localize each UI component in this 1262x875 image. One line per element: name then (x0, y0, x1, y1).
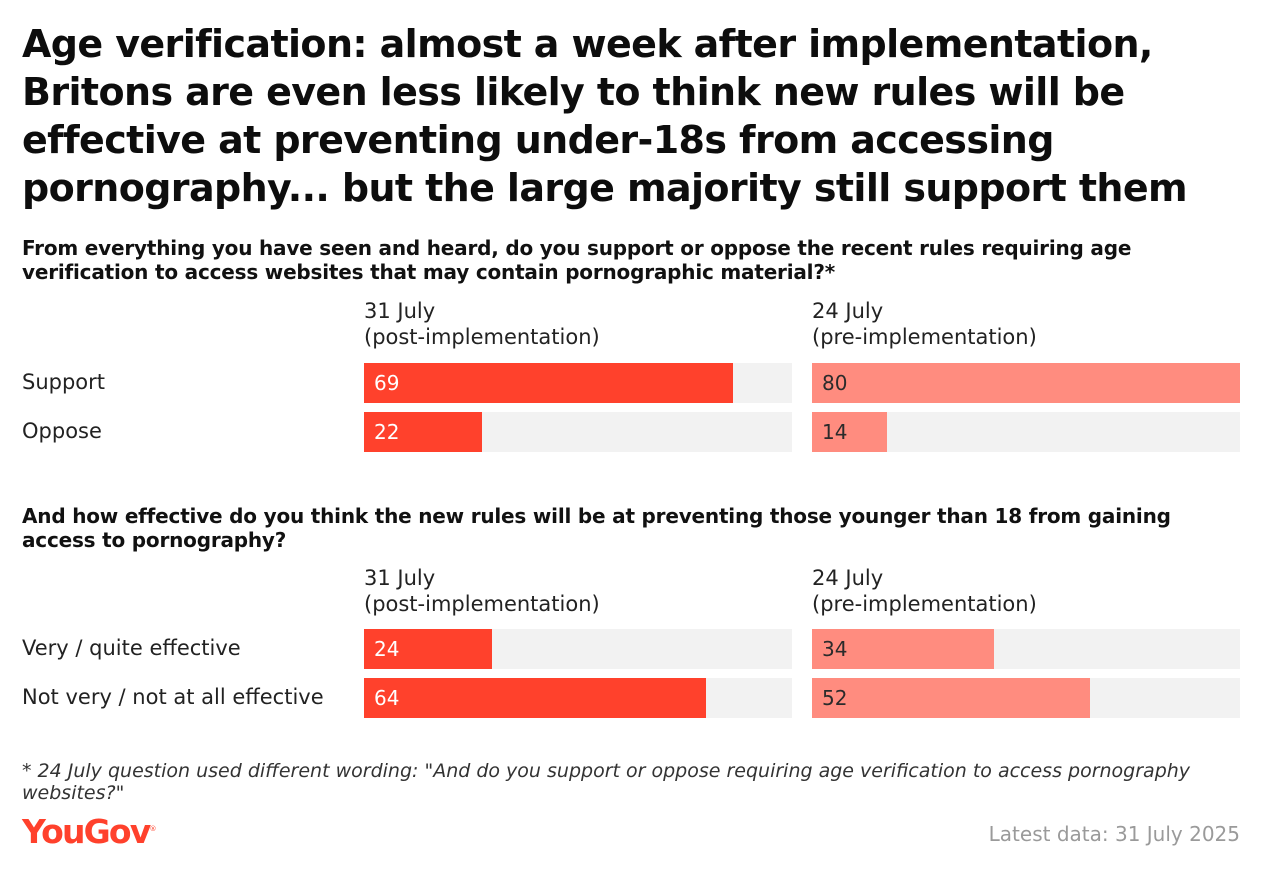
bar-track: 22 (364, 412, 792, 452)
column-note: (pre-implementation) (812, 592, 1037, 616)
column-date: 24 July (812, 299, 884, 323)
bar-track: 14 (812, 412, 1240, 452)
column-note: (pre-implementation) (812, 325, 1037, 349)
column-header-post: 31 July (post-implementation) (364, 565, 600, 617)
bar-effective-post (364, 629, 493, 669)
bar-track: 52 (812, 678, 1240, 718)
category-label: Oppose (22, 419, 102, 443)
bar-track: 24 (364, 629, 792, 669)
column-date: 31 July (364, 566, 436, 590)
value-label: 34 (822, 637, 848, 661)
column-header-post: 31 July (post-implementation) (364, 298, 600, 350)
bar-track: 69 (364, 363, 792, 403)
category-label: Very / quite effective (22, 636, 241, 660)
bar-not-effective-post (364, 678, 707, 718)
value-label: 52 (822, 686, 848, 710)
bar-track: 34 (812, 629, 1240, 669)
question-support: From everything you have seen and heard,… (22, 236, 1132, 284)
value-label: 64 (374, 686, 400, 710)
bar-oppose-pre (812, 412, 887, 452)
value-label: 80 (822, 371, 848, 395)
bar-support-post (364, 363, 734, 403)
registered-mark: ® (149, 825, 157, 833)
chart-title: Age verification: almost a week after im… (22, 22, 1188, 210)
bar-effective-pre (812, 629, 994, 669)
bar-not-effective-pre (812, 678, 1091, 718)
bar-support-pre (812, 363, 1240, 403)
column-date: 24 July (812, 566, 884, 590)
question-effective: And how effective do you think the new r… (22, 504, 1171, 552)
footnote: * 24 July question used different wordin… (22, 760, 1191, 804)
latest-data: Latest data: 31 July 2025 (988, 822, 1240, 846)
column-note: (post-implementation) (364, 592, 600, 616)
value-label: 22 (374, 420, 400, 444)
category-label: Not very / not at all effective (22, 685, 324, 709)
column-date: 31 July (364, 299, 436, 323)
value-label: 69 (374, 371, 400, 395)
column-note: (post-implementation) (364, 325, 600, 349)
category-label: Support (22, 370, 106, 394)
value-label: 14 (822, 420, 848, 444)
bar-oppose-post (364, 412, 482, 452)
bar-track: 64 (364, 678, 792, 718)
yougov-logo: YouGov® (22, 812, 157, 851)
column-header-pre: 24 July (pre-implementation) (812, 565, 1037, 617)
brand-name: YouGov (22, 812, 151, 851)
column-header-pre: 24 July (pre-implementation) (812, 298, 1037, 350)
bar-track: 80 (812, 363, 1240, 403)
value-label: 24 (374, 637, 400, 661)
